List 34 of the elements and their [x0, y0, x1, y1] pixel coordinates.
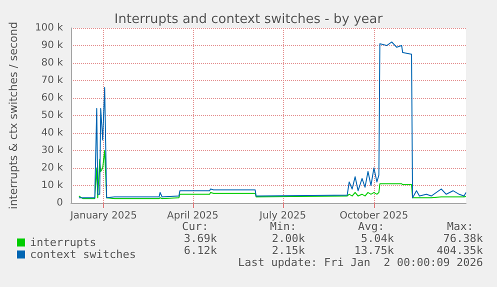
text: 76.38k [443, 232, 484, 245]
text: 13.75k [354, 244, 394, 257]
text: Last update: Fri Jan 2 00:00:09 2026 [238, 256, 483, 269]
text: 404.35k [436, 244, 484, 257]
y-tick-label: 10 k [41, 180, 64, 191]
x-tick-label: April 2025 [167, 210, 219, 222]
text: 2.00k [272, 232, 306, 245]
y-tick-label: 100 k [34, 22, 64, 34]
text: 2.15k [272, 244, 306, 257]
y-tick-label: 90 k [41, 40, 64, 51]
text: 6.12k [184, 244, 218, 257]
y-tick-label: 50 k [41, 110, 64, 121]
text: 5.04k [360, 232, 394, 245]
x-tick-label: January 2025 [69, 210, 137, 222]
y-tick-label: 0 [56, 198, 63, 208]
x-tick-label: July 2025 [258, 210, 306, 222]
text: Max: [447, 220, 474, 233]
text: Cur: [182, 220, 208, 233]
legend-label: context switches [30, 248, 136, 261]
y-axis-title: interrupts & ctx switches / second [7, 22, 20, 210]
line-series [78, 150, 466, 200]
chart-title: Interrupts and context switches - by year [114, 12, 384, 27]
y-tick-label: 70 k [41, 75, 64, 86]
legend-label: interrupts [30, 236, 96, 249]
y-tick-label: 20 k [41, 162, 64, 174]
y-tick-label: 30 k [41, 145, 64, 156]
x-tick-label: October 2025 [340, 210, 408, 222]
line-series [78, 42, 466, 198]
text: Min: [270, 220, 296, 233]
text: Avg: [358, 220, 384, 233]
y-tick-label: 40 k [41, 128, 64, 138]
y-tick-label: 60 k [41, 92, 64, 104]
text: 3.69k [184, 232, 218, 245]
y-tick-label: 80 k [41, 58, 64, 68]
